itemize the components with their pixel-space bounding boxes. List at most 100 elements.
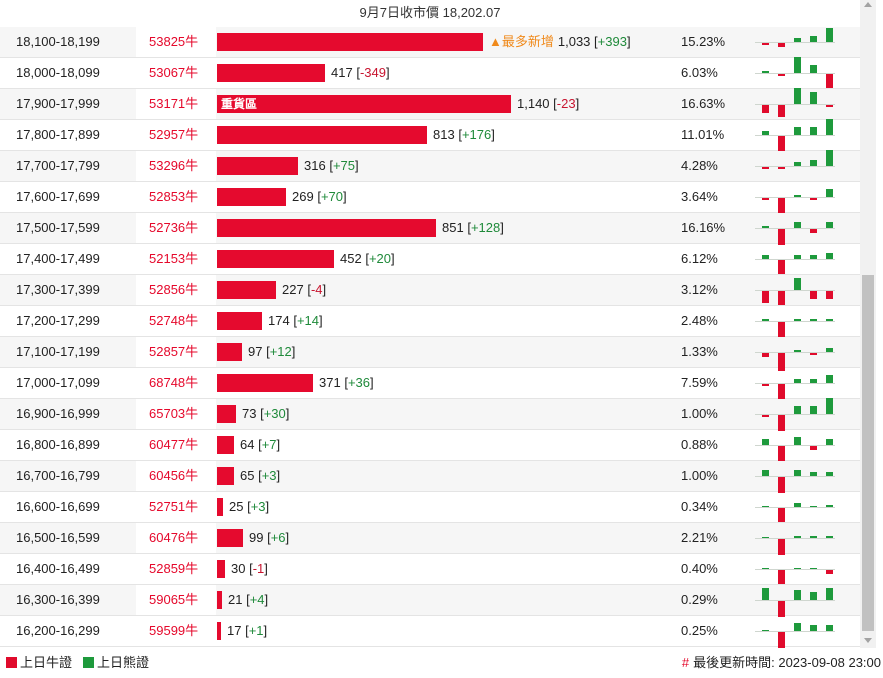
- percentage: 0.88%: [681, 437, 718, 452]
- volume-number: 227: [282, 282, 304, 297]
- cbbc-code-link[interactable]: 53171牛: [136, 89, 216, 119]
- spark-bar: [826, 472, 833, 476]
- volume-number: 269: [292, 189, 314, 204]
- percentage: 16.16%: [681, 220, 726, 235]
- volume-bar: [217, 157, 298, 175]
- cbbc-code-link[interactable]: 59065牛: [136, 585, 216, 615]
- strike-range: 18,000-18,099: [16, 65, 100, 80]
- cbbc-code-link[interactable]: 52957牛: [149, 127, 199, 142]
- cbbc-code-link[interactable]: 68748牛: [149, 375, 199, 390]
- spark-bar: [762, 384, 769, 386]
- volume-change: +7: [261, 437, 277, 452]
- sparkline: [755, 244, 835, 274]
- strike-range: 16,300-16,399: [16, 592, 100, 607]
- percentage: 16.63%: [681, 96, 726, 111]
- volume-number: 371: [319, 375, 341, 390]
- sparkline-baseline: [755, 383, 835, 384]
- spark-bar: [810, 291, 817, 299]
- spark-bar: [778, 136, 785, 152]
- spark-bar: [778, 539, 785, 555]
- spark-bar: [794, 437, 801, 445]
- volume-number: 851: [442, 220, 464, 235]
- cbbc-code-link[interactable]: 52857牛: [136, 337, 216, 367]
- spark-bar: [810, 198, 817, 200]
- spark-bar: [794, 590, 801, 600]
- cbbc-code-link[interactable]: 65703牛: [136, 399, 216, 429]
- sparkline-baseline: [755, 600, 835, 601]
- volume-change: -1: [252, 561, 265, 576]
- strike-range: 16,500-16,599: [16, 530, 100, 545]
- sparkline: [755, 585, 835, 617]
- table-row: 17,100-17,199 52857牛 97 [+12] 1.33%: [0, 337, 860, 371]
- legend-bear-swatch: [83, 657, 94, 668]
- sparkline-baseline: [755, 104, 835, 105]
- spark-bar: [810, 229, 817, 233]
- strike-range: 16,800-16,899: [16, 437, 100, 452]
- volume-bar: [217, 281, 276, 299]
- scroll-up-arrow-icon[interactable]: [864, 2, 872, 7]
- legend-bear-label: 上日熊證: [97, 655, 150, 670]
- sparkline-baseline: [755, 228, 835, 229]
- percentage: 7.59%: [681, 375, 718, 390]
- spark-bar: [810, 379, 817, 383]
- cbbc-code-link[interactable]: 52859牛: [149, 561, 199, 576]
- volume-change: +36: [347, 375, 370, 390]
- cbbc-code-link[interactable]: 59599牛: [149, 623, 199, 638]
- cbbc-code-link[interactable]: 53067牛: [149, 65, 199, 80]
- sparkline: [755, 88, 835, 119]
- cbbc-code-link[interactable]: 53296牛: [136, 151, 216, 181]
- spark-bar: [762, 415, 769, 417]
- spark-bar: [794, 379, 801, 383]
- volume-number: 417: [331, 65, 353, 80]
- spark-bar: [826, 291, 833, 299]
- spark-bar: [826, 625, 833, 631]
- legend-bear: 上日熊證: [83, 655, 149, 671]
- cbbc-code-link[interactable]: 60477牛: [149, 437, 199, 452]
- sparkline: [755, 461, 835, 493]
- cbbc-code-link[interactable]: 60476牛: [136, 523, 216, 553]
- sparkline-baseline: [755, 538, 835, 539]
- volume-change: -23: [556, 96, 576, 111]
- scroll-down-arrow-icon[interactable]: [864, 638, 872, 643]
- spark-bar: [778, 105, 785, 117]
- table-row: 17,000-17,099 68748牛 371 [+36] 7.59%: [0, 368, 860, 400]
- cbbc-code-link[interactable]: 52748牛: [149, 313, 199, 328]
- percentage: 6.12%: [681, 251, 718, 266]
- volume-change: +3: [261, 468, 277, 483]
- spark-bar: [826, 105, 833, 107]
- volume-change: +20: [368, 251, 391, 266]
- table-row: 17,300-17,399 52856牛 227 [-4] 3.12%: [0, 275, 860, 306]
- sparkline: [755, 213, 835, 245]
- table-row: 16,700-16,799 60456牛 65 [+3] 1.00%: [0, 461, 860, 493]
- hash-icon: #: [681, 655, 690, 670]
- cbbc-distribution-table: 9月7日收市價 18,202.07 18,100-18,199 53825牛 ▲最多…: [0, 5, 860, 648]
- strike-range: 16,200-16,299: [16, 623, 100, 638]
- spark-bar: [778, 291, 785, 305]
- strike-range: 17,400-17,499: [16, 251, 100, 266]
- volume-number: 174: [268, 313, 290, 328]
- footer: 上日牛證 上日熊證 # 最後更新時間: 2023-09-08 23:00: [0, 648, 883, 678]
- cbbc-code-link[interactable]: 53825牛: [136, 27, 216, 57]
- spark-bar: [762, 537, 769, 538]
- spark-bar: [794, 255, 801, 259]
- spark-bar: [778, 601, 785, 617]
- scrollbar-thumb[interactable]: [862, 275, 874, 631]
- cbbc-code-link[interactable]: 52856牛: [136, 275, 216, 305]
- spark-bar: [762, 105, 769, 113]
- spark-bar: [810, 127, 817, 135]
- cbbc-code-link[interactable]: 52751牛: [149, 499, 199, 514]
- spark-bar: [762, 630, 769, 631]
- spark-bar: [810, 353, 817, 355]
- cbbc-code-link[interactable]: 52853牛: [149, 189, 199, 204]
- cbbc-code-link[interactable]: 52153牛: [149, 251, 199, 266]
- spark-bar: [778, 167, 785, 169]
- spark-bar: [778, 570, 785, 584]
- sparkline: [755, 182, 835, 214]
- spark-bar: [810, 592, 817, 600]
- spark-bar: [778, 446, 785, 462]
- cbbc-code-link[interactable]: 60456牛: [136, 461, 216, 491]
- table-row: 17,200-17,299 52748牛 174 [+14] 2.48%: [0, 306, 860, 338]
- cbbc-code-link[interactable]: 52736牛: [136, 213, 216, 243]
- sparkline: [755, 368, 835, 400]
- volume-number: 99: [249, 530, 264, 545]
